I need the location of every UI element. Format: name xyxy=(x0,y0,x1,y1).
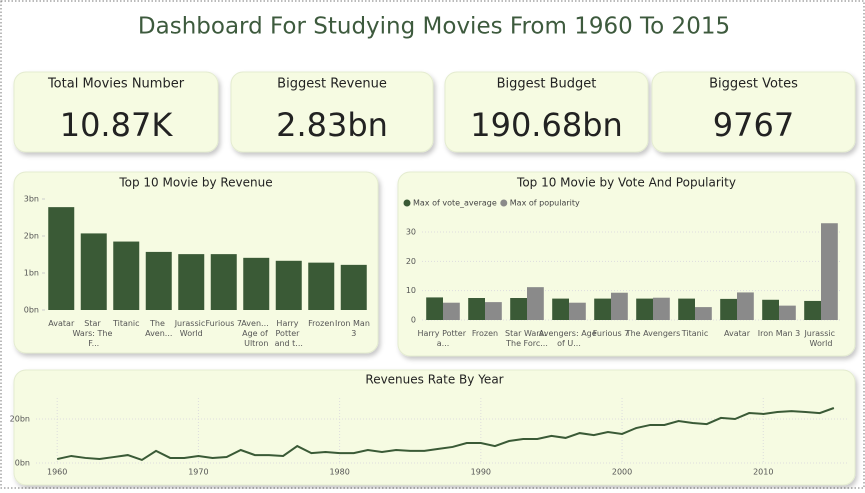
x-tick-label: Avatar xyxy=(48,319,75,328)
bar xyxy=(275,260,302,310)
x-tick-label: Titanic xyxy=(681,329,709,338)
legend-swatch xyxy=(403,199,411,207)
bar xyxy=(210,254,237,310)
panel xyxy=(230,71,434,153)
x-tick-label: Avengers: Age of U... xyxy=(539,329,599,348)
legend-label: Max of vote_average xyxy=(413,199,497,208)
card-value: 190.68bn xyxy=(470,106,623,144)
bar xyxy=(468,298,485,320)
x-tick-label: Jurassic World xyxy=(174,319,208,338)
y-tick-label: 0bn xyxy=(24,306,39,315)
x-tick-label: The Aven... xyxy=(145,319,172,338)
card-label: Biggest Revenue xyxy=(277,77,387,92)
bar xyxy=(552,298,569,320)
x-tick-label: Furious 7 xyxy=(593,329,630,338)
bar xyxy=(510,298,527,320)
chart-title: Top 10 Movie by Revenue xyxy=(118,176,272,190)
x-tick-label: Avatar xyxy=(724,329,751,338)
bar xyxy=(340,264,367,310)
x-tick-label: The Avengers xyxy=(625,329,681,338)
card-value: 9767 xyxy=(713,106,794,144)
x-tick-label: 1980 xyxy=(329,468,349,477)
card-value: 2.83bn xyxy=(276,106,388,144)
y-tick-label: 0bn xyxy=(15,459,30,468)
bar xyxy=(569,302,586,320)
bar xyxy=(804,300,821,320)
x-tick-label: Star Wars: The Forc... xyxy=(505,329,549,348)
bar xyxy=(113,241,140,310)
y-tick-label: 1bn xyxy=(24,269,39,278)
bar xyxy=(594,298,611,320)
bar xyxy=(653,297,670,320)
x-tick-label: Frozen xyxy=(308,319,334,328)
x-tick-label: 1970 xyxy=(188,468,208,477)
y-tick-label: 3bn xyxy=(24,195,39,204)
bar xyxy=(695,307,712,320)
panel xyxy=(13,369,856,486)
bar xyxy=(178,254,205,310)
bar xyxy=(243,257,270,310)
x-tick-label: Star Wars: The F... xyxy=(73,319,115,348)
bar xyxy=(762,299,779,320)
y-tick-label: 2bn xyxy=(24,232,39,241)
bar xyxy=(48,207,75,310)
y-tick-label: 30 xyxy=(406,228,416,237)
y-tick-label: 20bn xyxy=(10,415,30,424)
x-tick-label: Aven... Age of Ultron xyxy=(241,319,271,348)
bar xyxy=(145,251,172,310)
bar xyxy=(426,297,443,320)
x-tick-label: Titanic xyxy=(112,319,140,328)
card-label: Total Movies Number xyxy=(47,77,185,92)
bar xyxy=(720,298,737,320)
legend-swatch xyxy=(500,199,508,207)
x-tick-label: 1990 xyxy=(471,468,491,477)
x-tick-label: Furious 7 xyxy=(205,319,242,328)
card-label: Biggest Budget xyxy=(497,77,597,92)
x-tick-label: 2000 xyxy=(612,468,632,477)
bar xyxy=(678,298,695,320)
bar xyxy=(779,305,796,320)
panel xyxy=(651,71,856,153)
x-tick-label: Frozen xyxy=(472,329,498,338)
bar xyxy=(80,233,107,310)
bar xyxy=(485,302,502,320)
dashboard-title: Dashboard For Studying Movies From 1960 … xyxy=(138,14,730,40)
line-series xyxy=(56,407,835,462)
card-value: 10.87K xyxy=(60,106,174,144)
x-tick-label: 1960 xyxy=(47,468,67,477)
x-tick-label: Iron Man 3 xyxy=(758,329,801,338)
bar xyxy=(821,223,838,320)
y-tick-label: 0 xyxy=(411,316,416,325)
panel xyxy=(13,71,219,153)
y-tick-label: 20 xyxy=(406,257,416,266)
x-tick-label: Harry Potter a... xyxy=(417,329,468,348)
card-label: Biggest Votes xyxy=(709,77,798,92)
x-tick-label: Iron Man 3 xyxy=(335,319,372,338)
bar xyxy=(443,302,460,320)
legend-label: Max of popularity xyxy=(510,199,580,208)
bar xyxy=(527,287,544,320)
x-tick-label: 2010 xyxy=(753,468,773,477)
y-tick-label: 10 xyxy=(406,286,416,295)
panel xyxy=(444,71,649,153)
chart-title: Top 10 Movie by Vote And Popularity xyxy=(516,176,736,190)
chart-title: Revenues Rate By Year xyxy=(365,373,503,387)
x-tick-label: Jurassic World xyxy=(803,329,837,348)
bar xyxy=(737,292,754,320)
bar xyxy=(611,292,628,320)
x-tick-label: Harry Potter and t... xyxy=(275,319,303,348)
bar xyxy=(636,298,653,320)
bar xyxy=(308,262,335,310)
